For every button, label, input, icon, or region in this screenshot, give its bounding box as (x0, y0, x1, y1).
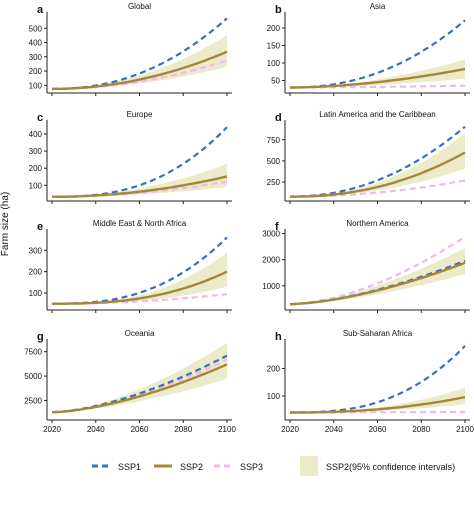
x-tick-label: 2060 (131, 425, 149, 434)
panel-letter: b (275, 4, 282, 16)
y-tick-label: 100 (29, 289, 43, 298)
y-axis-label: Farm size (ha) (0, 192, 11, 256)
panel-letter: f (275, 221, 279, 233)
series-line-ssp3 (289, 235, 466, 306)
ssp2-confidence-band (52, 252, 227, 304)
ssp2-confidence-band (52, 35, 227, 89)
y-tick-label: 1000 (262, 282, 280, 291)
panel-letter: c (37, 112, 43, 124)
panel-b: b Asia 50 100 150 200 (267, 2, 470, 96)
y-tick-label: 2500 (24, 396, 42, 405)
y-tick-label: 2000 (262, 256, 280, 265)
y-tick-label: 500 (29, 24, 43, 33)
panel-title: Middle East & North Africa (93, 219, 187, 228)
series-line-ssp3 (290, 84, 465, 89)
y-tick-label: 100 (267, 392, 281, 401)
panel-letter: d (275, 112, 282, 124)
x-tick-label: 2100 (218, 425, 236, 434)
panel-d: d Latin America and the Caribbean 250 500 75… (267, 110, 470, 204)
panels-group: a Global 100 200 300 400 500 b Asia 50 100 150 200 c E… (24, 2, 474, 434)
ssp2-confidence-band (290, 387, 465, 413)
panel-title: Oceania (125, 329, 155, 338)
y-tick-label: 3000 (262, 230, 280, 239)
series-line-ssp3 (51, 358, 228, 414)
y-tick-label: 300 (29, 147, 43, 156)
x-tick-label: 2020 (281, 425, 299, 434)
panel-letter: a (37, 4, 44, 16)
ssp2-confidence-band (290, 133, 465, 197)
x-tick-label: 2080 (412, 425, 430, 434)
series-line-ssp1 (52, 236, 228, 305)
panel-title: Latin America and the Caribbean (319, 110, 436, 119)
series-line-ssp2 (290, 67, 466, 89)
y-tick-label: 200 (267, 24, 281, 33)
legend: SSP1 SSP2 SSP3 SSP2(95% confidence inter… (92, 456, 455, 476)
series-line-ssp2 (52, 175, 228, 199)
panel-letter: e (37, 221, 43, 233)
y-tick-label: 200 (29, 67, 43, 76)
panel-g: g Oceania 2500 5000 7500 2020 2040 2060 2080 2100 (24, 329, 236, 434)
series-line-ssp1 (290, 345, 466, 414)
series-line-ssp1 (51, 354, 228, 414)
x-tick-label: 2060 (369, 425, 387, 434)
series-line-ssp3 (290, 410, 466, 414)
series-line-ssp1 (52, 126, 228, 198)
series-line-ssp2 (52, 270, 228, 305)
legend-band-swatch (300, 456, 318, 476)
panel-f: f Northern America 1000 2000 3000 (262, 219, 470, 313)
ssp2-confidence-band (52, 342, 227, 413)
panel-title: Europe (127, 110, 153, 119)
series-line-ssp2 (289, 261, 466, 306)
y-tick-label: 100 (29, 181, 43, 190)
y-tick-label: 100 (29, 81, 43, 90)
panel-h: h Sub-Saharan Africa 100 200 2020 2040 2060 208… (267, 329, 474, 434)
y-tick-label: 5000 (24, 372, 42, 381)
series-line-ssp2 (290, 151, 466, 198)
series-line-ssp2 (51, 50, 228, 91)
legend-ssp1-label: SSP1 (118, 462, 141, 472)
y-tick-label: 200 (29, 164, 43, 173)
y-tick-label: 400 (29, 39, 43, 48)
x-tick-label: 2040 (87, 425, 105, 434)
y-tick-label: 300 (29, 246, 43, 255)
legend-ssp2-label: SSP2 (180, 462, 203, 472)
y-tick-label: 50 (271, 77, 280, 86)
panel-title: Northern America (346, 219, 409, 228)
panel-letter: g (37, 331, 44, 343)
y-tick-label: 500 (267, 157, 281, 166)
panel-c: c Europe 100 200 300 400 (29, 110, 232, 204)
y-tick-label: 200 (267, 365, 281, 374)
y-tick-label: 150 (267, 42, 281, 51)
panel-title: Asia (370, 2, 386, 11)
series-line-ssp1 (290, 19, 466, 89)
ssp2-confidence-band (290, 248, 465, 305)
panel-a: a Global 100 200 300 400 500 (29, 2, 232, 96)
ssp2-confidence-band (290, 59, 465, 88)
legend-ssp3-label: SSP3 (240, 462, 263, 472)
y-tick-label: 750 (267, 136, 281, 145)
y-tick-label: 250 (267, 178, 281, 187)
series-line-ssp2 (290, 395, 466, 414)
panel-letter: h (275, 331, 282, 343)
x-tick-label: 2020 (43, 425, 61, 434)
series-line-ssp1 (290, 125, 466, 198)
y-tick-label: 300 (29, 53, 43, 62)
legend-band-label: SSP2(95% confidence intervals) (326, 462, 455, 472)
y-tick-label: 7500 (24, 348, 42, 357)
series-line-ssp2 (51, 363, 228, 414)
x-tick-label: 2080 (174, 425, 192, 434)
y-tick-label: 400 (29, 130, 43, 139)
x-tick-label: 2040 (325, 425, 343, 434)
panel-title: Global (128, 2, 151, 11)
x-tick-label: 2100 (456, 425, 474, 434)
panel-e: e Middle East & North Africa 100 200 300 (29, 219, 232, 313)
panel-title: Sub-Saharan Africa (343, 329, 413, 338)
y-tick-label: 100 (267, 59, 281, 68)
y-tick-label: 200 (29, 268, 43, 277)
